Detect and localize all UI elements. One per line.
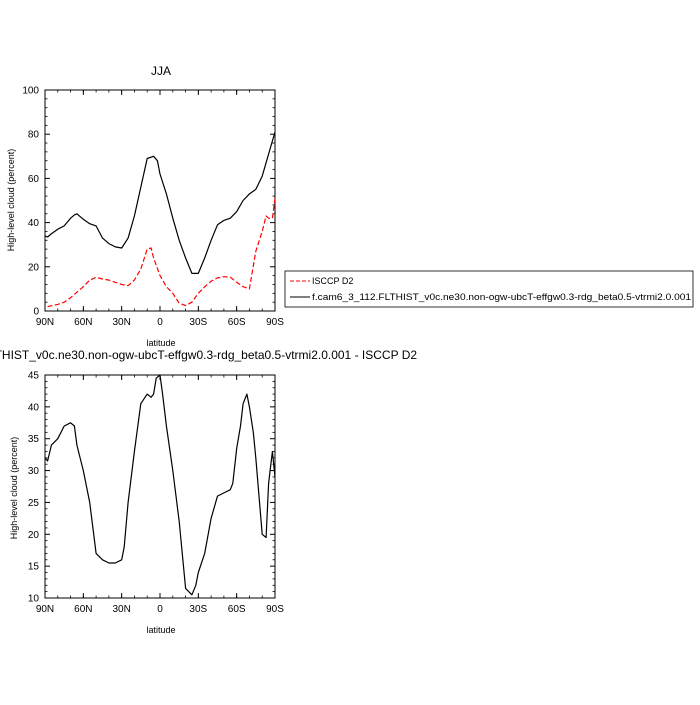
chart2-ytick-label: 25 bbox=[28, 498, 40, 509]
chart2-xtick-label: 60S bbox=[228, 604, 246, 615]
chart2-xtick-label: 90S bbox=[266, 604, 284, 615]
chart1-series-line-0 bbox=[47, 198, 276, 308]
chart1-plot-area: 0 20 40 60 80 100 90N 60N 30N 0 30S 60S 90S bbox=[22, 86, 284, 329]
chart1-title: JJA bbox=[151, 64, 171, 78]
chart2-series-line-0 bbox=[44, 374, 276, 596]
chart1-legend: ISCCP D2 f.cam6_3_112.FLTHIST_v0c.ne30.n… bbox=[284, 270, 694, 308]
chart2-frame bbox=[44, 374, 276, 599]
chart1-ytick-label: 60 bbox=[28, 174, 40, 185]
chart1-xtick-label: 60N bbox=[74, 317, 92, 328]
chart1-xtick-label: 90S bbox=[266, 317, 284, 328]
legend-box bbox=[284, 270, 694, 308]
chart2-xtick-label: 0 bbox=[157, 604, 163, 615]
chart2-x-axis-label: latitude bbox=[146, 625, 175, 635]
chart1-series-line-1 bbox=[44, 131, 276, 274]
chart2-y-axis-label: High-level cloud (percent) bbox=[9, 437, 19, 540]
chart2-ytick-label: 40 bbox=[28, 402, 40, 413]
chart2-ytick-label: 20 bbox=[28, 530, 40, 541]
chart2-xtick-label: 60N bbox=[74, 604, 92, 615]
chart2-xtick-label: 30S bbox=[189, 604, 207, 615]
chart2-xtick-label: 90N bbox=[36, 604, 54, 615]
chart1-ytick-label: 0 bbox=[33, 307, 39, 318]
chart2-ytick-label: 15 bbox=[28, 562, 40, 573]
chart2-title: f.cam6_3_112.FLTHIST_v0c.ne30.non-ogw-ub… bbox=[0, 348, 417, 362]
chart1-x-axis-label: latitude bbox=[146, 338, 175, 348]
chart1-ytick-label: 100 bbox=[22, 86, 39, 97]
legend-label-isccp: ISCCP D2 bbox=[312, 276, 353, 286]
chart1-xtick-label: 90N bbox=[36, 317, 54, 328]
chart2-ytick-label: 30 bbox=[28, 466, 40, 477]
chart2-ytick-label: 45 bbox=[28, 371, 40, 382]
chart1-xtick-label: 30S bbox=[189, 317, 207, 328]
legend-label-model: f.cam6_3_112.FLTHIST_v0c.ne30.non-ogw-ub… bbox=[312, 292, 691, 302]
chart1-ytick-label: 40 bbox=[28, 218, 40, 229]
chart1-y-axis-label: High-level cloud (percent) bbox=[6, 149, 16, 252]
chart1-xtick-label: 0 bbox=[157, 317, 163, 328]
chart1-ytick-label: 80 bbox=[28, 130, 40, 141]
chart1-frame bbox=[44, 89, 276, 312]
chart2-xtick-label: 30N bbox=[112, 604, 130, 615]
chart2-ytick-label: 10 bbox=[28, 594, 40, 605]
chart1-ytick-label: 20 bbox=[28, 262, 40, 273]
chart2-ytick-label: 35 bbox=[28, 434, 40, 445]
chart1-xtick-label: 60S bbox=[228, 317, 246, 328]
chart2-plot-area: 10 15 20 25 30 35 40 45 90N 60N 30N 0 30S 60S 90S bbox=[28, 371, 284, 616]
chart1-xtick-label: 30N bbox=[112, 317, 130, 328]
